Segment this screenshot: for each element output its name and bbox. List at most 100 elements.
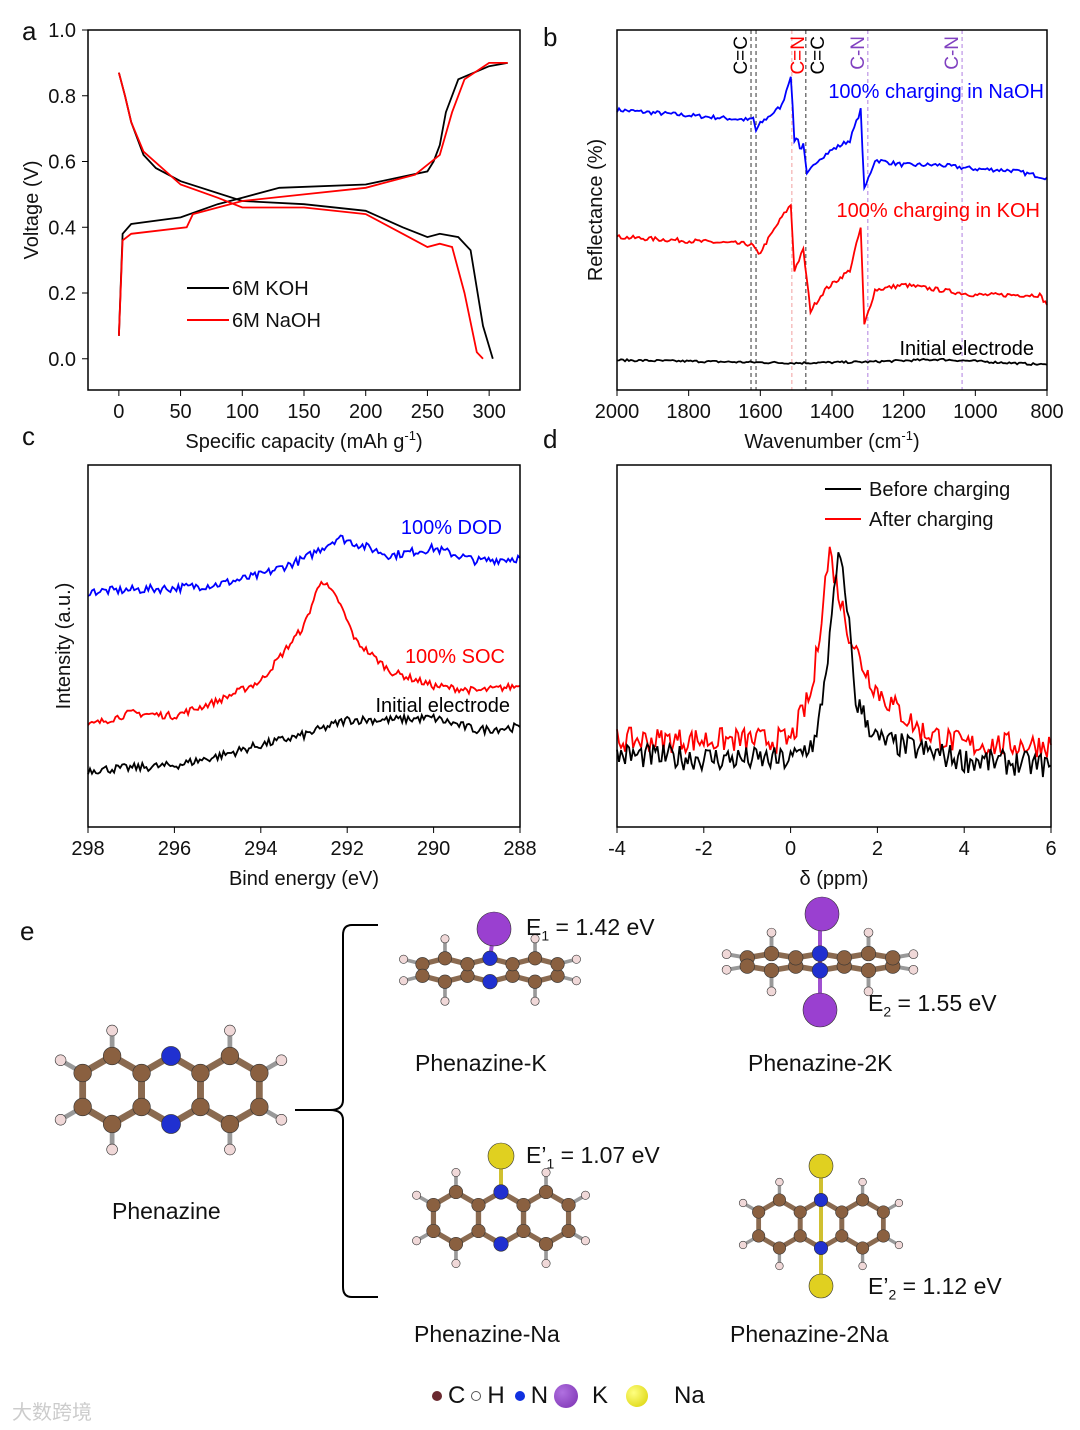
- carbon-atom: [836, 950, 852, 966]
- carbon-atom: [763, 946, 780, 962]
- x-tick-label: 1200: [881, 401, 926, 423]
- carbon-atom: [860, 946, 877, 962]
- x-tick-label: 150: [287, 401, 320, 423]
- series-line-6m-naoh-discharge: [118, 72, 484, 360]
- x-tick-label: 250: [411, 401, 444, 423]
- legend-label: Before charging: [869, 479, 1010, 501]
- series-line-before-charging: [616, 551, 1052, 778]
- carbon-atom: [856, 1193, 870, 1207]
- nitrogen-atom: [493, 1236, 509, 1252]
- x-tick-label: -2: [695, 838, 713, 860]
- carbon-atom: [448, 1236, 464, 1252]
- x-tick-label: 296: [158, 838, 191, 860]
- sodium-atom: [487, 1142, 515, 1170]
- hydrogen-atom: [275, 1054, 288, 1066]
- carbon-atom: [471, 1223, 486, 1239]
- x-tick-label: 300: [472, 401, 505, 423]
- sodium-dot-icon: [626, 1385, 649, 1407]
- energy-value: = 1.42 eV: [549, 914, 655, 940]
- legend-h: H: [487, 1382, 505, 1409]
- carbon-atom: [471, 1197, 486, 1213]
- hydrogen-atom: [224, 1024, 236, 1037]
- sodium-atom: [808, 1153, 834, 1179]
- x-tick-label: -4: [608, 838, 626, 860]
- y-tick-label: 0.2: [48, 283, 76, 305]
- series-line-6m-naoh-charge: [118, 62, 508, 336]
- hydrogen-atom: [775, 1261, 784, 1271]
- carbon-atom: [860, 962, 877, 978]
- phenazine-2k-label: Phenazine-2K: [748, 1050, 893, 1076]
- x-tick-label: 6: [1045, 838, 1056, 860]
- hydrogen-dot-icon: [471, 1391, 482, 1401]
- marker-label: C=N: [788, 36, 809, 75]
- energy-symbol: E: [526, 914, 542, 940]
- hydrogen-atom: [571, 954, 581, 964]
- x-tick-label: 50: [169, 401, 191, 423]
- nitrogen-atom: [813, 1240, 829, 1256]
- sodium-atom: [808, 1273, 834, 1299]
- x-tick-label: 1600: [738, 401, 783, 423]
- phenazine-2na-label: Phenazine-2Na: [730, 1321, 889, 1347]
- energy-value: = 1.12 eV: [896, 1273, 1002, 1299]
- carbon-atom: [102, 1046, 122, 1066]
- x-tick-label: 2: [872, 838, 883, 860]
- energy-subscript: 2: [883, 1003, 892, 1020]
- bracket: [295, 924, 378, 1298]
- x-tick-label: 290: [417, 838, 450, 860]
- carbon-atom: [550, 957, 565, 972]
- energy-e2: E2 = 1.55 eV: [868, 990, 997, 1020]
- legend-label: After charging: [869, 509, 994, 531]
- energy-e1-prime: E’1 = 1.07 eV: [526, 1142, 660, 1172]
- carbon-atom: [437, 951, 453, 966]
- x-axis-label: Bind energy (eV): [229, 868, 379, 890]
- carbon-dot-icon: [432, 1391, 442, 1401]
- x-tick-label: 200: [349, 401, 382, 423]
- hydrogen-atom: [541, 1168, 551, 1177]
- hydrogen-atom: [54, 1114, 67, 1126]
- potassium-atom: [476, 911, 512, 947]
- x-tick-label: 100: [226, 401, 259, 423]
- watermark: 大数跨境: [12, 1402, 92, 1424]
- hydrogen-atom: [766, 927, 777, 938]
- carbon-atom: [788, 950, 804, 966]
- hydrogen-atom: [858, 1177, 867, 1187]
- x-tick-label: 1800: [666, 401, 711, 423]
- x-tick-label: 298: [71, 838, 104, 860]
- marker-label: C-N: [942, 36, 963, 70]
- annotation-label: 100% charging in KOH: [837, 200, 1040, 222]
- carbon-atom: [772, 1193, 786, 1207]
- carbon-atom: [538, 1236, 554, 1252]
- energy-symbol: E’: [526, 1142, 547, 1168]
- hydrogen-atom: [858, 1261, 867, 1271]
- carbon-atom: [835, 1205, 849, 1219]
- hydrogen-atom: [908, 949, 919, 959]
- panel-c: [87, 464, 521, 833]
- annotation-label: Initial electrode: [375, 695, 510, 717]
- annotation-label: 100% SOC: [405, 646, 505, 668]
- nitrogen-atom: [813, 1192, 829, 1208]
- carbon-atom: [415, 968, 430, 983]
- hydrogen-atom: [580, 1190, 590, 1200]
- carbon-atom: [448, 1184, 464, 1200]
- carbon-atom: [132, 1063, 151, 1083]
- carbon-atom: [752, 1229, 766, 1243]
- series-line-6m-koh-charge: [118, 62, 508, 336]
- y-tick-label: 0.6: [48, 152, 76, 174]
- hydrogen-atom: [440, 996, 450, 1006]
- potassium-dot-icon: [554, 1384, 579, 1408]
- series-line-after-charging: [616, 546, 1052, 759]
- series-line-100-charging-in-koh: [616, 203, 1048, 325]
- hydrogen-atom: [894, 1198, 904, 1208]
- panel-label-e: e: [20, 916, 35, 946]
- energy-subscript: 2: [888, 1286, 897, 1303]
- energy-subscript: 1: [541, 927, 550, 944]
- panel-a: [82, 29, 521, 396]
- y-axis-label: Reflectance (%): [585, 139, 607, 281]
- carbon-atom: [538, 1184, 554, 1200]
- marker-label: C-N: [848, 36, 869, 70]
- hydrogen-atom: [738, 1198, 748, 1208]
- carbon-atom: [561, 1197, 576, 1213]
- hydrogen-atom: [451, 1259, 461, 1268]
